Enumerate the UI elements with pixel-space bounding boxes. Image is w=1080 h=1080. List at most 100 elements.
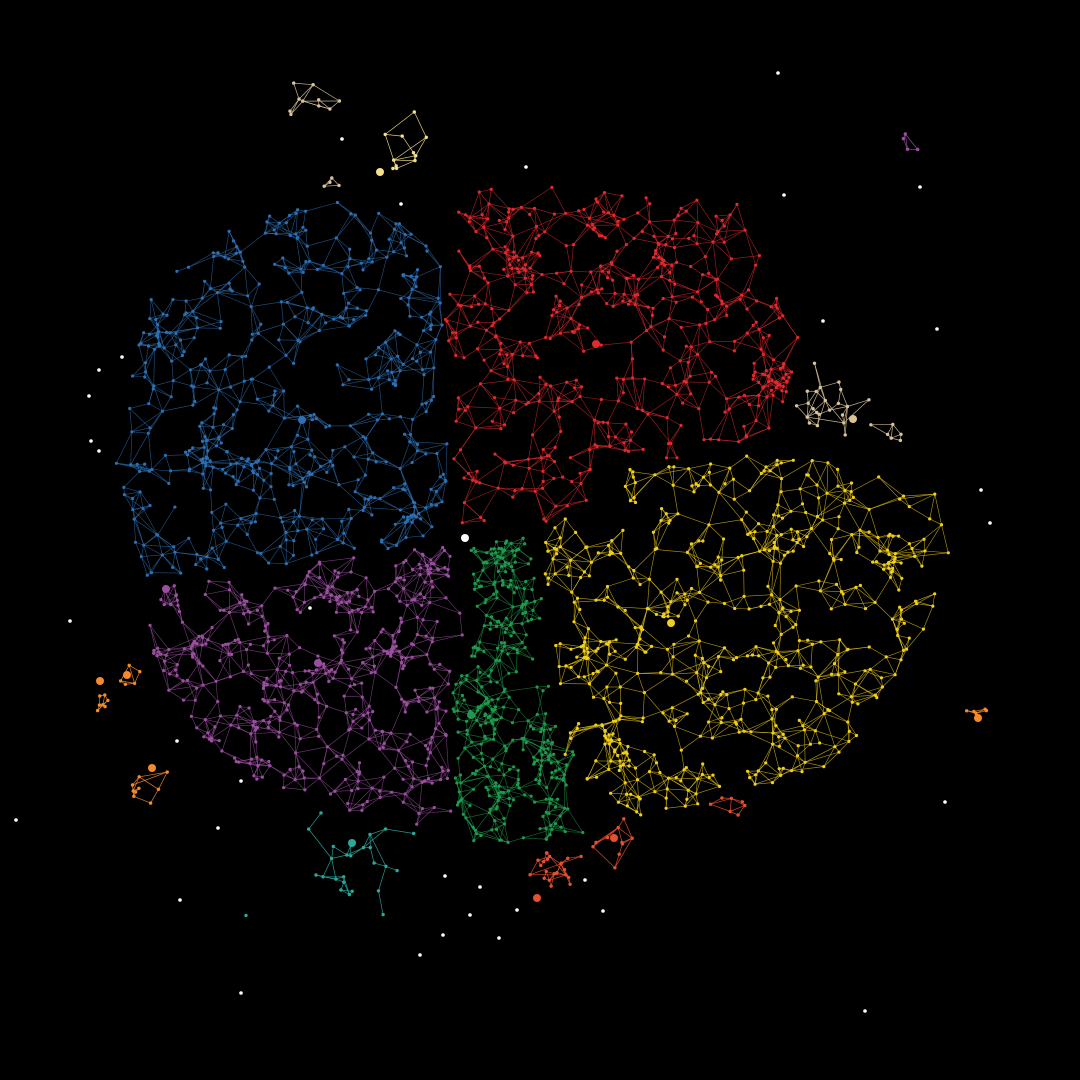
- edge: [718, 408, 730, 440]
- edge: [480, 370, 492, 385]
- edge: [550, 385, 559, 399]
- edge: [539, 400, 555, 412]
- edge: [457, 702, 480, 709]
- edge: [817, 497, 819, 517]
- edge: [724, 647, 734, 660]
- edge: [545, 315, 553, 338]
- edge: [460, 449, 477, 483]
- edge: [700, 735, 713, 739]
- edge: [353, 315, 366, 320]
- edge: [787, 542, 798, 553]
- edge: [878, 476, 900, 500]
- edge: [306, 246, 310, 262]
- edge: [404, 433, 418, 445]
- edge: [661, 265, 673, 277]
- edge: [782, 337, 798, 368]
- edge: [747, 329, 760, 334]
- edge: [489, 795, 500, 798]
- edge: [501, 763, 505, 775]
- edge: [678, 604, 686, 617]
- edge: [592, 224, 600, 236]
- edge: [565, 831, 583, 833]
- edge: [595, 743, 606, 762]
- edge: [153, 385, 172, 398]
- edge: [157, 535, 163, 556]
- edge: [196, 317, 221, 329]
- edge: [544, 213, 566, 233]
- edge: [804, 729, 806, 763]
- edge: [515, 399, 529, 403]
- edge: [585, 545, 609, 548]
- edge: [305, 202, 338, 212]
- edge: [782, 391, 787, 402]
- edge: [189, 450, 206, 464]
- edge: [420, 339, 437, 353]
- edge: [475, 551, 484, 564]
- edge: [418, 501, 443, 514]
- edge: [695, 601, 709, 622]
- edge: [206, 541, 227, 557]
- edge: [695, 655, 704, 663]
- edge: [269, 355, 287, 368]
- edge: [654, 777, 669, 792]
- edge: [749, 523, 759, 534]
- edge: [169, 332, 177, 346]
- edge: [773, 359, 784, 364]
- edge: [842, 587, 857, 595]
- edge: [199, 426, 203, 442]
- edge: [416, 344, 431, 353]
- edge: [504, 235, 514, 247]
- edge: [348, 302, 358, 309]
- edge: [379, 489, 406, 499]
- edge: [462, 502, 465, 523]
- edge: [216, 445, 228, 452]
- edge: [309, 454, 321, 467]
- edge: [314, 456, 321, 467]
- edge: [378, 358, 392, 378]
- edge: [475, 218, 489, 232]
- edge: [322, 518, 344, 544]
- edge: [844, 491, 852, 504]
- edge: [758, 395, 770, 429]
- edge: [172, 299, 187, 302]
- edge: [757, 676, 771, 694]
- edge: [281, 521, 287, 540]
- edge: [399, 223, 402, 243]
- edge: [212, 466, 226, 474]
- edge: [319, 322, 326, 331]
- edge: [400, 416, 411, 435]
- edge: [501, 750, 507, 764]
- edge: [164, 344, 176, 349]
- edge: [548, 558, 554, 579]
- edge: [474, 589, 487, 600]
- edge: [411, 288, 441, 304]
- edge: [668, 713, 688, 722]
- edge: [467, 406, 500, 409]
- edge: [741, 265, 756, 296]
- edge: [508, 790, 525, 796]
- edge: [782, 608, 800, 611]
- edge: [837, 469, 846, 491]
- edge: [508, 784, 518, 792]
- edge: [170, 468, 190, 472]
- edge: [283, 390, 285, 419]
- edge: [513, 379, 540, 402]
- edge: [726, 394, 759, 399]
- edge: [240, 518, 252, 524]
- edge: [522, 355, 538, 359]
- edge: [610, 782, 626, 794]
- edge: [652, 298, 664, 309]
- edge: [887, 550, 895, 562]
- edge: [810, 644, 813, 668]
- edge: [379, 487, 394, 499]
- edge: [776, 535, 781, 564]
- edge: [467, 406, 476, 429]
- edge: [649, 771, 660, 773]
- edge: [600, 641, 638, 645]
- edge: [555, 645, 572, 650]
- edge: [820, 639, 840, 643]
- edge: [132, 509, 158, 536]
- edge: [228, 258, 243, 262]
- edge: [724, 398, 727, 413]
- edge: [225, 525, 238, 542]
